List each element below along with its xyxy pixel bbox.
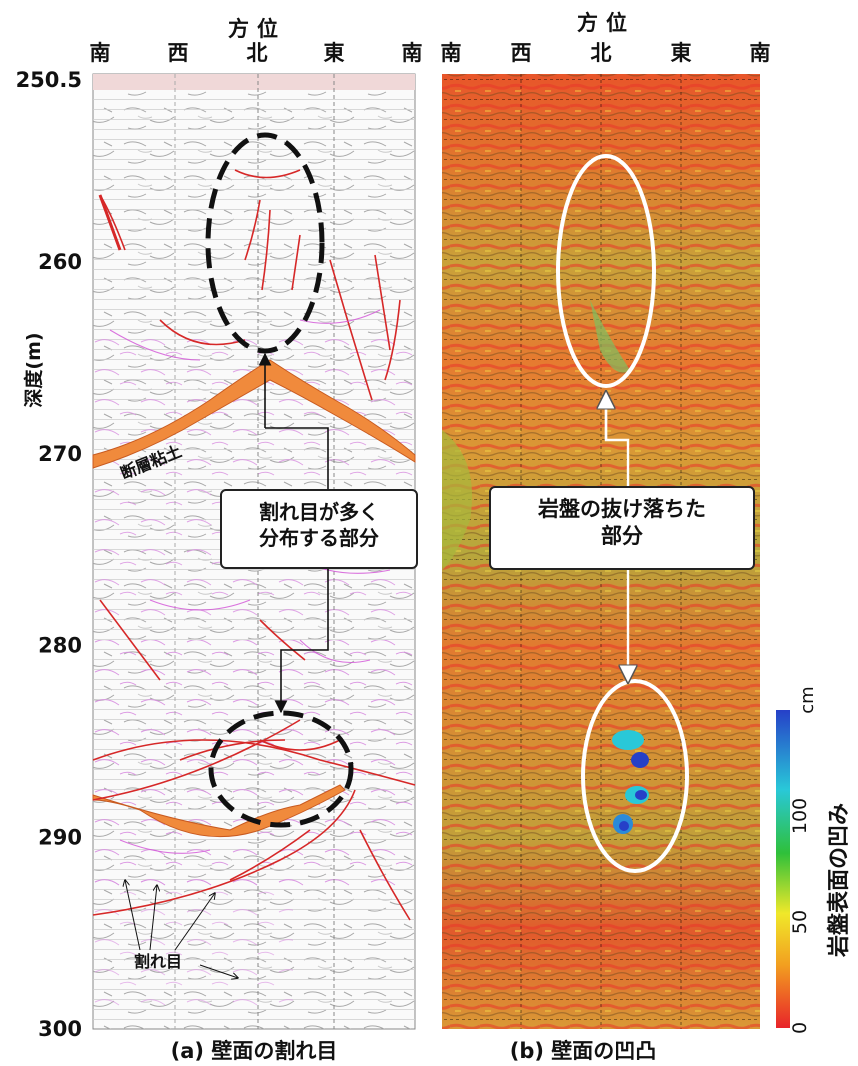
fracture-pointer-arrows (125, 880, 238, 978)
direction-label-a-3: 東 (324, 41, 345, 65)
depth-tick-label-4: 290 (38, 825, 82, 849)
direction-label-b-1: 西 (511, 41, 532, 65)
direction-label-b-4: 南 (750, 41, 771, 65)
direction-title-b: 方位 (577, 11, 635, 35)
depth-axis-label: 深度(m) (22, 332, 45, 407)
dropout-cavities (612, 730, 649, 834)
panel-b-caption: (b) 壁面の凹凸 (510, 1039, 657, 1063)
dropout-callout: 岩盤の抜け落ちた 部分 (489, 486, 755, 570)
colorbar-tick-label-1: 50 (789, 910, 811, 934)
depth-tick-label-3: 280 (38, 634, 82, 658)
dropout-callout-line2: 部分 (601, 524, 643, 549)
lower-clay-band (92, 784, 346, 838)
depth-tick-label-1: 260 (38, 250, 82, 274)
direction-title-a: 方位 (228, 17, 286, 41)
fault-clay-band (92, 359, 416, 469)
colorbar-tick-label-0: 0 (789, 1022, 811, 1034)
direction-header: 方位 方位 南 西 北 東 南 南 西 北 東 南 (90, 11, 771, 65)
fracture-callout-line2: 分布する部分 (259, 526, 379, 550)
direction-label-a-4: 南 (402, 41, 423, 65)
colorbar-gradient (776, 710, 790, 1028)
panel-a-fracture-image: 断層粘土 割れ目 (92, 73, 416, 1030)
panel-a-connector (265, 427, 329, 714)
colorbar-tick-label-2: 100 (789, 798, 811, 834)
depth-axis: 250.5 260 270 280 290 300 (16, 68, 82, 1041)
colorbar-label: 岩盤表面の凹み (826, 803, 852, 958)
depth-tick-label-0: 250.5 (16, 68, 82, 92)
fracture-callout-line1: 割れ目が多く (259, 500, 379, 524)
depth-tick-label-2: 270 (38, 442, 82, 466)
fracture-label: 割れ目 (134, 952, 182, 971)
colorbar: 0 50 100 cm 岩盤表面の凹み (776, 686, 852, 1034)
colorbar-unit: cm (797, 686, 818, 713)
direction-label-a-2: 北 (247, 41, 268, 65)
fracture-zone-ellipse-lower (208, 710, 354, 828)
direction-label-b-2: 北 (591, 41, 612, 65)
direction-label-a-0: 南 (90, 41, 111, 65)
direction-label-b-3: 東 (671, 41, 692, 65)
fracture-zone-callout: 割れ目が多く 分布する部分 (220, 489, 418, 569)
direction-label-b-0: 南 (441, 41, 462, 65)
dropout-callout-line1: 岩盤の抜け落ちた (538, 497, 706, 521)
fracture-zone-ellipse-upper (205, 132, 325, 354)
depth-tick-label-5: 300 (38, 1017, 82, 1041)
direction-label-a-1: 西 (168, 41, 189, 65)
panel-a-caption: (a) 壁面の割れ目 (171, 1039, 338, 1063)
dropout-ellipse-upper (556, 154, 656, 388)
fracture-traces (92, 169, 416, 921)
